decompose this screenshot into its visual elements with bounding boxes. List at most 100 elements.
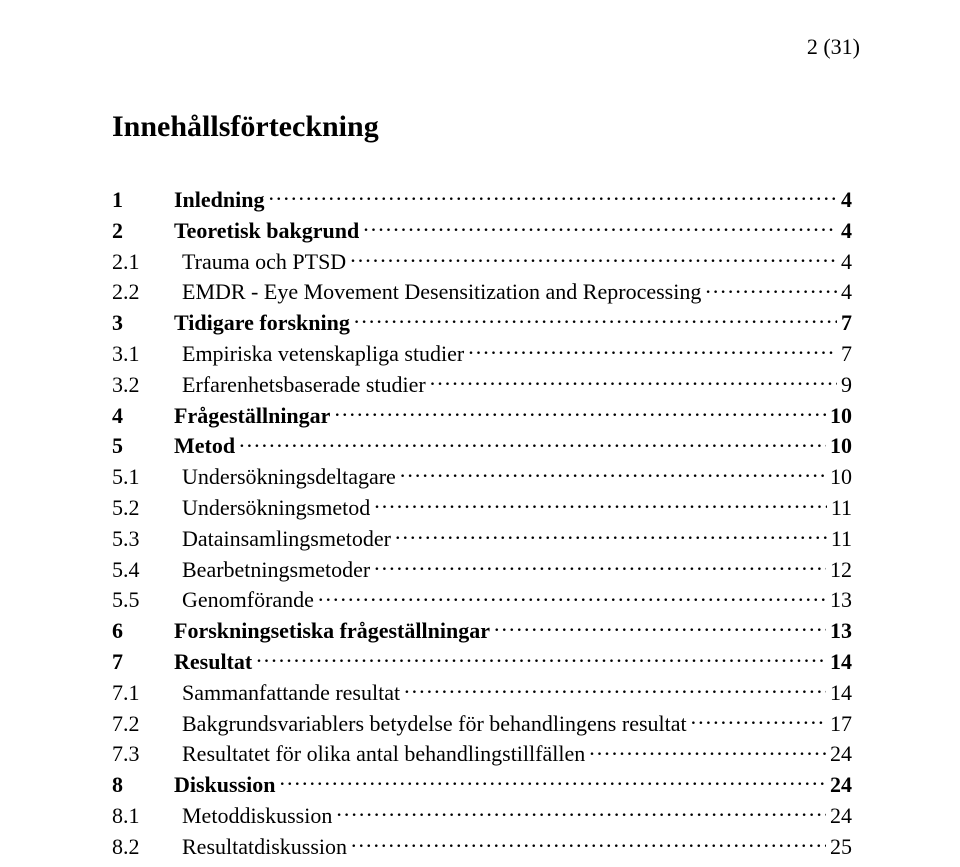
- toc-leader-dots: [280, 770, 826, 792]
- toc-entry-number: 5.3: [112, 524, 182, 555]
- toc-entry: 7.1Sammanfattande resultat 14: [112, 678, 852, 709]
- toc-entry-title: Resultat: [174, 647, 252, 678]
- toc-leader-dots: [395, 524, 827, 546]
- toc-entry-number: 2.2: [112, 277, 182, 308]
- toc-entry: 7Resultat 14: [112, 647, 852, 678]
- toc-entry: 8.1Metoddiskussion 24: [112, 801, 852, 832]
- toc-entry: 8.2Resultatdiskussion25: [112, 832, 852, 863]
- toc-leader-dots: [239, 431, 826, 453]
- toc-entry: 5.2Undersökningsmetod11: [112, 493, 852, 524]
- toc-entry-page: 7: [841, 308, 852, 339]
- toc-leader-dots: [334, 401, 826, 423]
- toc-entry-title: Tidigare forskning: [174, 308, 350, 339]
- toc-leader-dots: [256, 647, 826, 669]
- toc-leader-dots: [589, 739, 826, 761]
- toc-entry: 3.1Empiriska vetenskapliga studier 7: [112, 339, 852, 370]
- toc-leader-dots: [269, 185, 838, 207]
- toc-leader-dots: [374, 493, 827, 515]
- toc-entry-title: Empiriska vetenskapliga studier: [182, 339, 464, 370]
- toc-entry-number: 5: [112, 431, 174, 462]
- toc-leader-dots: [374, 555, 826, 577]
- toc-entry: 6Forskningsetiska frågeställningar13: [112, 616, 852, 647]
- toc-entry-number: 8.2: [112, 832, 182, 863]
- toc-entry-page: 25: [830, 832, 852, 863]
- toc-entry-page: 24: [830, 739, 852, 770]
- toc-leader-dots: [430, 370, 837, 392]
- toc-entry: 5.4Bearbetningsmetoder12: [112, 555, 852, 586]
- toc-entry: 2Teoretisk bakgrund 4: [112, 216, 852, 247]
- table-of-contents: 1Inledning42Teoretisk bakgrund42.1Trauma…: [112, 185, 852, 867]
- toc-entry-number: 5.1: [112, 462, 182, 493]
- toc-entry-number: 5.5: [112, 585, 182, 616]
- toc-entry-page: 4: [841, 216, 852, 247]
- toc-leader-dots: [691, 709, 826, 731]
- toc-entry-page: 24: [830, 770, 852, 801]
- toc-entry-number: 7.3: [112, 739, 182, 770]
- toc-entry: 3Tidigare forskning 7: [112, 308, 852, 339]
- toc-entry-number: 7.1: [112, 678, 182, 709]
- toc-entry-page: 17: [830, 709, 852, 740]
- toc-entry-number: 3.2: [112, 370, 182, 401]
- toc-entry-title: Resultatet för olika antal behandlingsti…: [182, 739, 585, 770]
- toc-entry-page: 14: [830, 678, 852, 709]
- toc-entry-page: 14: [830, 647, 852, 678]
- toc-entry-title: Undersökningsmetod: [182, 493, 370, 524]
- toc-leader-dots: [705, 277, 837, 299]
- toc-entry-title: Bearbetningsmetoder: [182, 555, 370, 586]
- toc-entry: 1Inledning 4: [112, 185, 852, 216]
- toc-entry-number: 2.1: [112, 247, 182, 278]
- toc-leader-dots: [318, 585, 826, 607]
- toc-entry-number: 5.2: [112, 493, 182, 524]
- toc-entry-number: 7.2: [112, 709, 182, 740]
- toc-entry: 5.3Datainsamlingsmetoder11: [112, 524, 852, 555]
- toc-entry-title: Sammanfattande resultat: [182, 678, 400, 709]
- toc-entry-page: 10: [830, 462, 852, 493]
- toc-entry-number: 3.1: [112, 339, 182, 370]
- toc-entry: 8.3Förslag till fortsatt forskning28: [112, 863, 852, 867]
- toc-entry-page: 11: [831, 524, 852, 555]
- toc-entry-page: 13: [830, 585, 852, 616]
- toc-entry-number: 4: [112, 401, 174, 432]
- toc-entry-title: Metoddiskussion: [182, 801, 332, 832]
- toc-entry-number: 5.4: [112, 555, 182, 586]
- toc-entry-title: Teoretisk bakgrund: [174, 216, 359, 247]
- toc-entry-title: Frågeställningar: [174, 401, 330, 432]
- toc-entry-page: 4: [841, 277, 852, 308]
- toc-entry-number: 6: [112, 616, 174, 647]
- toc-leader-dots: [440, 863, 826, 867]
- toc-entry-page: 10: [830, 401, 852, 432]
- toc-leader-dots: [363, 216, 837, 238]
- toc-entry-title: Erfarenhetsbaserade studier: [182, 370, 426, 401]
- toc-entry-title: Diskussion: [174, 770, 276, 801]
- toc-entry-page: 4: [841, 247, 852, 278]
- toc-entry: 2.2EMDR - Eye Movement Desensitization a…: [112, 277, 852, 308]
- toc-entry-page: 10: [830, 431, 852, 462]
- toc-leader-dots: [404, 678, 826, 700]
- toc-entry: 3.2Erfarenhetsbaserade studier 9: [112, 370, 852, 401]
- toc-entry-number: 2: [112, 216, 174, 247]
- toc-entry-title: EMDR - Eye Movement Desensitization and …: [182, 277, 701, 308]
- toc-entry: 5Metod 10: [112, 431, 852, 462]
- toc-entry-number: 3: [112, 308, 174, 339]
- toc-leader-dots: [400, 462, 826, 484]
- toc-entry-title: Inledning: [174, 185, 265, 216]
- toc-heading: Innehållsförteckning: [112, 110, 379, 144]
- toc-entry-page: 9: [841, 370, 852, 401]
- toc-entry: 7.3Resultatet för olika antal behandling…: [112, 739, 852, 770]
- toc-entry-page: 7: [841, 339, 852, 370]
- toc-leader-dots: [494, 616, 826, 638]
- toc-entry-number: 8: [112, 770, 174, 801]
- toc-entry-title: Forskningsetiska frågeställningar: [174, 616, 490, 647]
- toc-entry-number: 8.1: [112, 801, 182, 832]
- toc-entry-page: 4: [841, 185, 852, 216]
- toc-entry-number: 7: [112, 647, 174, 678]
- toc-entry-title: Undersökningsdeltagare: [182, 462, 396, 493]
- toc-entry-page: 24: [830, 801, 852, 832]
- toc-entry-title: Metod: [174, 431, 235, 462]
- toc-entry-title: Bakgrundsvariablers betydelse för behand…: [182, 709, 687, 740]
- toc-leader-dots: [351, 832, 826, 854]
- toc-entry: 7.2Bakgrundsvariablers betydelse för beh…: [112, 709, 852, 740]
- toc-leader-dots: [336, 801, 826, 823]
- toc-entry-page: 28: [830, 863, 852, 867]
- toc-entry-number: 1: [112, 185, 174, 216]
